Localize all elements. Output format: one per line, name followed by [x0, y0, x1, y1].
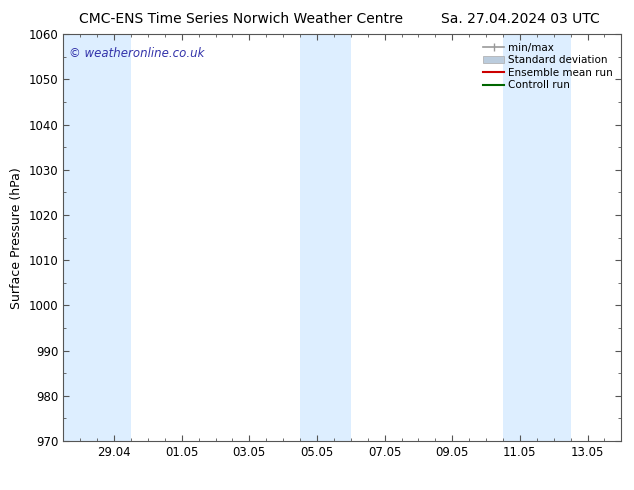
Bar [300, 34, 351, 441]
Y-axis label: Surface Pressure (hPa): Surface Pressure (hPa) [10, 167, 23, 309]
Text: CMC-ENS Time Series Norwich Weather Centre: CMC-ENS Time Series Norwich Weather Cent… [79, 12, 403, 26]
Bar [63, 34, 131, 441]
Text: © weatheronline.co.uk: © weatheronline.co.uk [69, 47, 204, 59]
Bar [503, 34, 571, 441]
Legend: min/max, Standard deviation, Ensemble mean run, Controll run: min/max, Standard deviation, Ensemble me… [480, 40, 616, 94]
Text: Sa. 27.04.2024 03 UTC: Sa. 27.04.2024 03 UTC [441, 12, 599, 26]
